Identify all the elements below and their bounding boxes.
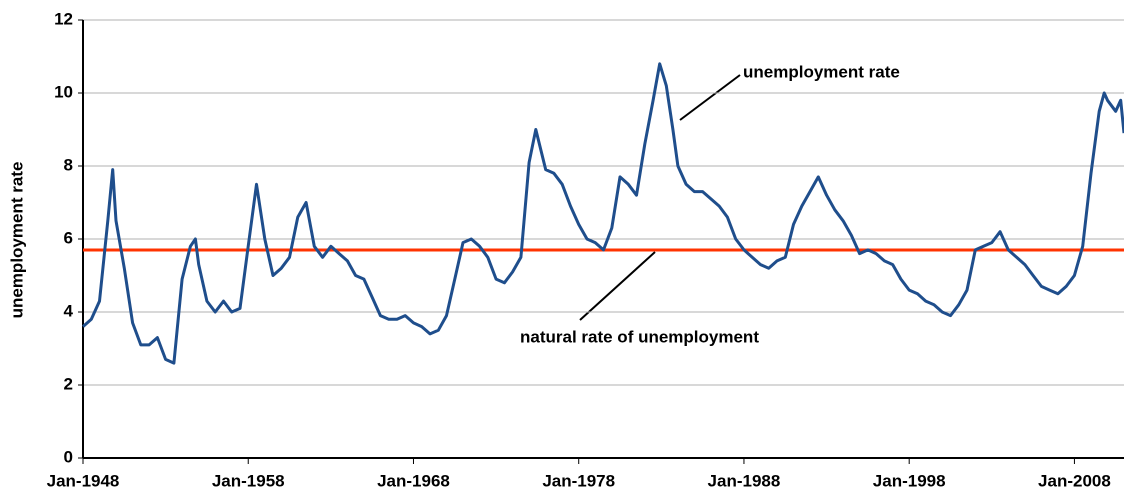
x-tick-label: Jan-1998 — [873, 471, 946, 490]
y-tick-label: 4 — [64, 301, 74, 320]
data-line — [82, 62, 1124, 365]
x-tick-label: Jan-1978 — [542, 471, 615, 490]
y-tick-label: 10 — [54, 82, 73, 101]
y-tick-label: 6 — [64, 228, 73, 247]
annotation-pointer — [579, 251, 656, 321]
y-tick-label: 12 — [54, 9, 73, 28]
reference-label: natural rate of unemployment — [520, 327, 759, 346]
x-tick-label: Jan-1988 — [708, 471, 781, 490]
y-tick-label: 8 — [64, 155, 73, 174]
y-axis-label: unemployment rate — [7, 162, 26, 319]
annotation-pointer — [679, 74, 741, 121]
x-tick-label: Jan-2008 — [1038, 471, 1111, 490]
series-label: unemployment rate — [743, 62, 900, 81]
x-tick-label: Jan-1948 — [47, 471, 120, 490]
y-tick-label: 0 — [64, 447, 73, 466]
x-tick-label: Jan-1968 — [377, 471, 450, 490]
x-tick-label: Jan-1958 — [212, 471, 285, 490]
y-tick-label: 2 — [64, 374, 73, 393]
